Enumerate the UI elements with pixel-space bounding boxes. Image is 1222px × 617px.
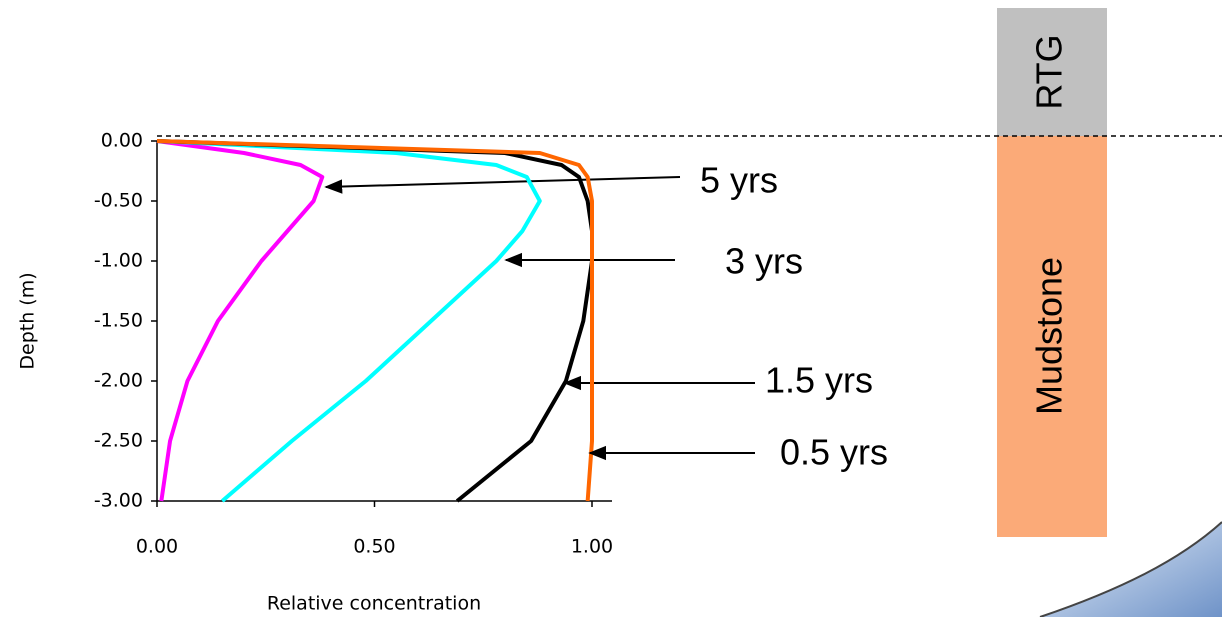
decoration <box>1040 522 1222 617</box>
annotation: 0.5 yrs <box>780 432 888 473</box>
y-tick-label: -0.50 <box>94 190 143 212</box>
y-tick-label: -3.00 <box>94 490 143 512</box>
layer-label: RTG <box>1029 34 1070 109</box>
x-tick-label: 1.00 <box>571 536 613 558</box>
y-axis-title: Depth (m) <box>17 272 39 369</box>
series-line <box>156 139 594 502</box>
annotation: 3 yrs <box>725 241 803 282</box>
x-tick-label: 0.00 <box>136 536 178 558</box>
annotation-arrow <box>324 176 681 194</box>
series-line <box>156 139 542 503</box>
annotation: 5 yrs <box>700 160 778 201</box>
rtg-layer <box>997 8 1107 136</box>
y-tick-label: -2.00 <box>94 370 143 392</box>
y-tick-label: -1.50 <box>94 310 143 332</box>
y-tick-label: -2.50 <box>94 430 143 452</box>
x-axis-title: Relative concentration <box>267 593 481 615</box>
y-tick-label: -1.00 <box>94 250 143 272</box>
series-line <box>156 139 325 502</box>
decoration-edge <box>1039 521 1222 617</box>
annotation: 1.5 yrs <box>765 360 873 401</box>
y-tick-label: 0.00 <box>101 130 143 152</box>
x-tick-label: 0.50 <box>353 536 395 558</box>
series-line <box>156 139 594 503</box>
layer-label: Mudstone <box>1029 257 1070 415</box>
mudstone-layer <box>997 136 1107 537</box>
